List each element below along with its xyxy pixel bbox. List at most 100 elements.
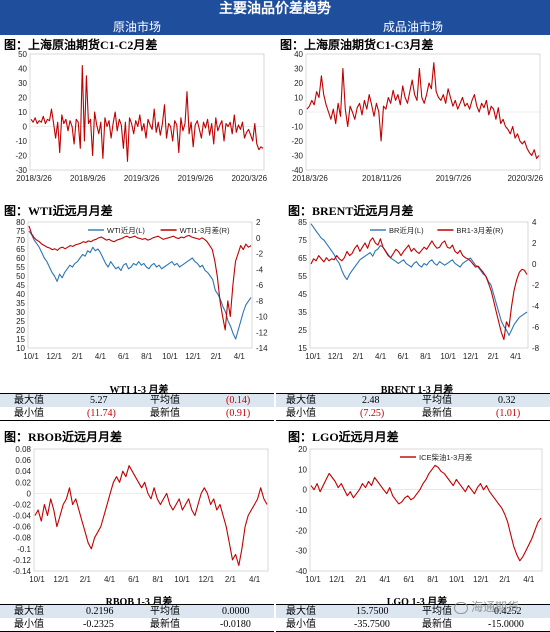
stats-title-wti: WTI 1-3 月差 bbox=[109, 385, 169, 396]
stat-label: 最小值 bbox=[286, 619, 316, 630]
y-tick-label: 0.08 bbox=[15, 445, 31, 454]
y-tick-label: 10 bbox=[294, 94, 303, 103]
y2-tick-label: 2 bbox=[532, 239, 537, 248]
y2-tick-label: -6 bbox=[256, 281, 264, 290]
y-tick-label: 25 bbox=[298, 326, 307, 335]
x-tick-label: 12/1 bbox=[329, 575, 345, 584]
stat-value: 0.4252 bbox=[494, 606, 522, 617]
y-tick-label: 0 bbox=[27, 489, 32, 498]
x-tick-label: 10/1 bbox=[23, 352, 39, 361]
stat-label: 最大值 bbox=[286, 606, 316, 617]
x-tick-label: 2/1 bbox=[499, 575, 511, 584]
y-tick-label: 80 bbox=[16, 218, 25, 227]
y-tick-label: 20 bbox=[294, 79, 303, 88]
y-tick-label: 10 bbox=[298, 465, 307, 474]
x-tick-label: 2018/9/26 bbox=[70, 174, 106, 183]
legend-label: ICE柴油1-3月差 bbox=[419, 452, 473, 462]
y2-tick-label: -2 bbox=[256, 250, 264, 259]
y-tick-label: -10 bbox=[295, 506, 307, 515]
x-tick-label: 4/1 bbox=[104, 575, 116, 584]
legend-label: BR1-3月差(R) bbox=[456, 225, 503, 235]
x-tick-label: 6/1 bbox=[398, 352, 410, 361]
stat-value: -35.7500 bbox=[354, 619, 390, 630]
stat-value: 15.7500 bbox=[356, 606, 389, 617]
y-tick-label: 15 bbox=[16, 335, 25, 344]
y-tick-label: 10 bbox=[18, 108, 27, 117]
stat-label: 最大值 bbox=[14, 395, 44, 406]
y-tick-label: 0.02 bbox=[15, 478, 31, 487]
stat-value: (1.01) bbox=[496, 408, 521, 419]
x-tick-label: 4/1 bbox=[249, 575, 261, 584]
y-tick-label: 55 bbox=[298, 272, 307, 281]
x-tick-label: 12/1 bbox=[46, 352, 62, 361]
x-tick-label: 10/1 bbox=[449, 575, 465, 584]
stats-title-lgo: LGO 1-3 月差 bbox=[386, 597, 448, 608]
x-tick-label: 10/1 bbox=[440, 352, 456, 361]
y2-tick-label: -8 bbox=[532, 344, 540, 353]
x-tick-label: 2020/3/26 bbox=[231, 174, 267, 183]
plot-frame bbox=[33, 448, 269, 572]
x-tick-label: 2020/3/26 bbox=[507, 174, 543, 183]
plot-frame bbox=[27, 221, 253, 349]
x-tick-label: 6/1 bbox=[118, 352, 130, 361]
x-tick-label: 12/1 bbox=[53, 575, 69, 584]
x-tick-label: 2/1 bbox=[352, 352, 364, 361]
y2-tick-label: -4 bbox=[532, 302, 540, 311]
page-title: 主要油品价差趋势 bbox=[0, 0, 550, 20]
stats-table-wti: 最大值 5.27 平均值 (0.14) 最小值 (11.74) 最新值 (0.91) bbox=[0, 393, 274, 421]
series-line-main-0 bbox=[30, 65, 264, 162]
y-tick-label: -30 bbox=[291, 152, 303, 161]
y-tick-label: 85 bbox=[298, 218, 307, 227]
y2-tick-label: 0 bbox=[256, 234, 261, 243]
stat-label: 最新值 bbox=[150, 619, 180, 630]
y-tick-label: 0 bbox=[299, 108, 304, 117]
y-tick-label: 30 bbox=[16, 308, 25, 317]
chart-rbob: 0.08 0.06 0.04 0.02 0 -0.02 -0.04 -0.06 -0.08 -0.… bbox=[2, 443, 274, 589]
x-tick-label: 2018/11/26 bbox=[362, 174, 402, 183]
series-line-main-0 bbox=[34, 465, 268, 567]
chart-svg-rbob: 0.08 0.06 0.04 0.02 0 -0.02 -0.04 -0.06 -0.08 -0.… bbox=[13, 445, 269, 584]
y-tick-label: 40 bbox=[294, 50, 303, 59]
y-tick-label: 50 bbox=[18, 50, 27, 59]
stat-label: 平均值 bbox=[422, 606, 452, 617]
y2-tick-label: 4 bbox=[532, 218, 537, 227]
stat-label: 最新值 bbox=[150, 408, 180, 419]
chart-title-wti: 图：WTI近远月月差 bbox=[4, 204, 113, 218]
y2-tick-label: -10 bbox=[256, 313, 268, 322]
y2-tick-label: -8 bbox=[256, 297, 264, 306]
plot-frame bbox=[309, 221, 529, 349]
y-tick-label: 50 bbox=[16, 272, 25, 281]
x-tick-label: 2/1 bbox=[80, 575, 92, 584]
legend-label: BR近月(L) bbox=[389, 225, 424, 235]
stats-table-brent: 最大值 2.48 平均值 0.32 最小值 (7.25) 最新值 (1.01) bbox=[276, 393, 550, 421]
x-tick-label: 10/1 bbox=[162, 352, 178, 361]
x-tick-label: 2/1 bbox=[72, 352, 84, 361]
stat-value: (7.25) bbox=[360, 408, 385, 419]
stat-value: 2.48 bbox=[362, 395, 380, 406]
x-tick-label: 10/1 bbox=[29, 575, 45, 584]
x-tick-label: 8/1 bbox=[420, 352, 432, 361]
y-tick-label: 0 bbox=[303, 486, 308, 495]
y-tick-label: -10 bbox=[15, 137, 27, 146]
stat-label: 最大值 bbox=[286, 395, 316, 406]
stat-value: 0.32 bbox=[498, 395, 516, 406]
stat-value: 0.2196 bbox=[86, 606, 114, 617]
x-tick-label: 2/1 bbox=[488, 352, 500, 361]
chart-wti: 80 75 70 65 60 55 50 45 40 35 30 25 20 15 10 2 0 -2 -4 -6 -8… bbox=[2, 216, 274, 366]
y-tick-label: 20 bbox=[18, 94, 27, 103]
y-tick-label: 35 bbox=[16, 299, 25, 308]
x-tick-label: 8/1 bbox=[427, 575, 439, 584]
stats-title-rbob: RBOB 1-3 月差 bbox=[105, 597, 173, 608]
x-tick-label: 4/1 bbox=[523, 575, 535, 584]
y-tick-label: -0.02 bbox=[13, 500, 32, 509]
series-line-main-0 bbox=[310, 464, 542, 562]
x-tick-label: 10/1 bbox=[305, 352, 321, 361]
legend-label: WTI1-3月差(R) bbox=[180, 225, 230, 235]
series-line-left-0 bbox=[28, 230, 252, 340]
stat-value: -0.2325 bbox=[83, 619, 114, 630]
x-tick-label: 12/1 bbox=[198, 575, 214, 584]
x-tick-label: 12/1 bbox=[463, 352, 479, 361]
x-tick-label: 2018/3/26 bbox=[16, 174, 52, 183]
y-tick-label: -0.06 bbox=[13, 523, 32, 532]
